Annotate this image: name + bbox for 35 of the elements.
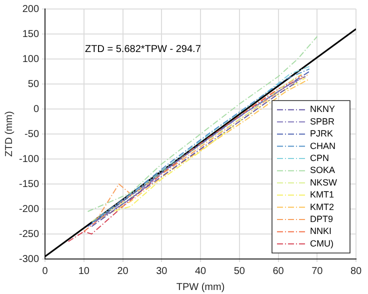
- x-tick-label: 0: [42, 266, 48, 277]
- legend-label: NKNY: [310, 104, 336, 114]
- y-tick-label: 100: [22, 54, 40, 65]
- y-axis-title: ZTD (mm): [4, 111, 15, 157]
- y-tick-label: -300: [19, 254, 40, 265]
- legend-label: CHAN: [310, 140, 336, 151]
- x-axis-title: TPW (mm): [176, 282, 225, 293]
- y-tick-label: -150: [19, 178, 40, 190]
- y-tick-label: 150: [22, 28, 40, 40]
- y-tick-label: -100: [19, 154, 40, 165]
- x-tick-label: 20: [117, 266, 129, 277]
- y-tick-label: -50: [24, 128, 40, 140]
- x-tick-label: 50: [234, 266, 246, 277]
- legend-label: NNKI: [310, 226, 332, 236]
- legend-label: SOKA: [310, 165, 336, 176]
- y-tick-label: 50: [28, 78, 40, 90]
- x-tick-label: 80: [350, 266, 362, 277]
- legend-label: KMT1: [310, 190, 334, 200]
- legend-label: DPT9: [310, 214, 334, 224]
- x-tick-label: 60: [272, 266, 284, 277]
- legend-label: CMU): [310, 238, 334, 248]
- y-tick-label: 0: [33, 104, 40, 115]
- legend-label: SPBR: [310, 116, 336, 126]
- legend-label: NKSW: [310, 177, 338, 188]
- x-tick-label: 30: [156, 266, 168, 277]
- legend-label: PJRK: [310, 128, 334, 139]
- x-tick-label: 70: [312, 266, 324, 277]
- annotation: ZTD = 5.682*TPW - 294.7: [85, 44, 202, 55]
- x-tick-label: 40: [194, 266, 207, 277]
- legend-label: CPN: [310, 152, 330, 163]
- y-tick-label: 200: [22, 4, 40, 15]
- y-tick-label: -250: [19, 228, 40, 240]
- x-tick-label: 10: [78, 266, 90, 277]
- y-tick-label: -200: [19, 204, 40, 215]
- legend-label: KMT2: [310, 202, 334, 212]
